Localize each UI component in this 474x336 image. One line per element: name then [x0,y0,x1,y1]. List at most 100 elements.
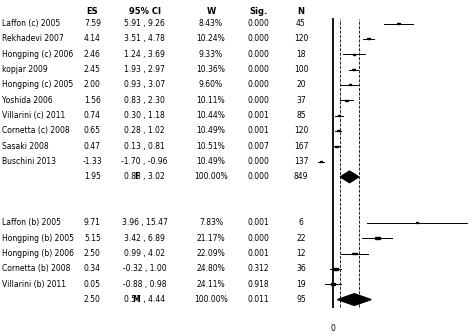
Text: Hongping (b) 2005: Hongping (b) 2005 [2,234,74,243]
Text: 100.00%: 100.00% [194,172,228,181]
Text: 0.918: 0.918 [247,280,269,289]
Text: 37: 37 [296,96,306,105]
Text: 10.44%: 10.44% [197,111,225,120]
Text: 1.56: 1.56 [84,96,101,105]
Text: 120: 120 [294,126,308,135]
Text: 0.000: 0.000 [247,65,269,74]
Text: -0.32 , 1.00: -0.32 , 1.00 [123,264,166,274]
Text: 0.13 , 0.81: 0.13 , 0.81 [124,142,165,151]
Text: 0.65: 0.65 [84,126,101,135]
Text: Hongping (c) 2006: Hongping (c) 2006 [2,50,73,59]
Text: 5.91 , 9.26: 5.91 , 9.26 [124,19,165,28]
Text: 3.51 , 4.78: 3.51 , 4.78 [124,34,165,43]
Bar [345,100,347,101]
Text: 5.15: 5.15 [84,234,101,243]
Text: 0.000: 0.000 [247,80,269,89]
Text: 849: 849 [294,172,308,181]
Text: 1.93 , 2.97: 1.93 , 2.97 [124,65,165,74]
Text: 0: 0 [330,324,335,333]
Text: Cornetta (c) 2008: Cornetta (c) 2008 [2,126,70,135]
Text: 24.80%: 24.80% [197,264,225,274]
Bar [352,253,356,254]
Text: Laffon (c) 2005: Laffon (c) 2005 [2,19,61,28]
Text: Hongping (c) 2005: Hongping (c) 2005 [2,80,73,89]
Text: 10.49%: 10.49% [197,157,225,166]
Text: 2.50: 2.50 [84,249,101,258]
Text: 137: 137 [294,157,308,166]
Bar [353,54,356,55]
Text: F: F [135,172,140,181]
Text: Buschini 2013: Buschini 2013 [2,157,56,166]
Text: 18: 18 [296,50,306,59]
Text: 100.00%: 100.00% [194,295,228,304]
Text: 12: 12 [296,249,306,258]
Text: Cornetta (b) 2008: Cornetta (b) 2008 [2,264,71,274]
Text: 0.30 , 1.18: 0.30 , 1.18 [124,111,165,120]
Text: 0.007: 0.007 [247,142,269,151]
Text: ES: ES [87,7,98,16]
Bar [319,161,322,162]
Text: 0.001: 0.001 [247,249,269,258]
Text: 2.50: 2.50 [84,295,101,304]
Text: Sasaki 2008: Sasaki 2008 [2,142,49,151]
Text: 24.11%: 24.11% [197,280,225,289]
Text: -0.88 , 0.98: -0.88 , 0.98 [123,280,166,289]
Text: 7.59: 7.59 [84,19,101,28]
Text: 95: 95 [296,295,306,304]
Text: 0.000: 0.000 [247,50,269,59]
Text: -1.33: -1.33 [82,157,102,166]
Text: 36: 36 [296,264,306,274]
Text: 9.60%: 9.60% [199,80,223,89]
Text: 3.96 , 15.47: 3.96 , 15.47 [122,218,167,227]
Text: 0.011: 0.011 [247,295,269,304]
Text: 0.47: 0.47 [84,142,101,151]
Text: Villarini (b) 2011: Villarini (b) 2011 [2,280,66,289]
Text: 8.43%: 8.43% [199,19,223,28]
Text: 0.000: 0.000 [247,172,269,181]
Text: 0.000: 0.000 [247,234,269,243]
Bar [375,237,380,239]
Text: 6: 6 [299,218,303,227]
Polygon shape [340,171,359,183]
Text: 0.000: 0.000 [247,19,269,28]
Text: Laffon (b) 2005: Laffon (b) 2005 [2,218,61,227]
Text: 0.05: 0.05 [84,280,101,289]
Bar [335,145,338,147]
Polygon shape [337,294,371,305]
Text: 2.46: 2.46 [84,50,101,59]
Bar [367,38,370,39]
Text: 10.51%: 10.51% [197,142,225,151]
Text: Sig.: Sig. [249,7,267,16]
Bar [397,23,400,24]
Text: 10.49%: 10.49% [197,126,225,135]
Text: 45: 45 [296,19,306,28]
Text: 7.83%: 7.83% [199,218,223,227]
Text: 0.001: 0.001 [247,111,269,120]
Bar [348,84,351,85]
Text: 1.24 , 3.69: 1.24 , 3.69 [124,50,165,59]
Text: 1.95: 1.95 [84,172,101,181]
Text: Villarini (c) 2011: Villarini (c) 2011 [2,111,65,120]
Text: 100: 100 [294,65,308,74]
Text: 0.001: 0.001 [247,218,269,227]
Text: 0.28 , 1.02: 0.28 , 1.02 [124,126,165,135]
Text: 0.88 , 3.02: 0.88 , 3.02 [124,172,165,181]
Text: 9.33%: 9.33% [199,50,223,59]
Text: 0.83 , 2.30: 0.83 , 2.30 [124,96,165,105]
Text: 20: 20 [296,80,306,89]
Text: 85: 85 [296,111,306,120]
Text: 0.34: 0.34 [84,264,101,274]
Text: 0.74: 0.74 [84,111,101,120]
Text: 0.93 , 3.07: 0.93 , 3.07 [124,80,165,89]
Text: 2.45: 2.45 [84,65,101,74]
Bar [337,130,340,131]
Bar [330,283,336,285]
Bar [416,222,418,223]
Text: 0.000: 0.000 [247,34,269,43]
Text: 0.000: 0.000 [247,157,269,166]
Text: -1.70 , -0.96: -1.70 , -0.96 [121,157,168,166]
Text: 22: 22 [296,234,306,243]
Bar [333,268,338,270]
Text: 0.99 , 4.02: 0.99 , 4.02 [124,249,165,258]
Text: Hongping (b) 2006: Hongping (b) 2006 [2,249,74,258]
